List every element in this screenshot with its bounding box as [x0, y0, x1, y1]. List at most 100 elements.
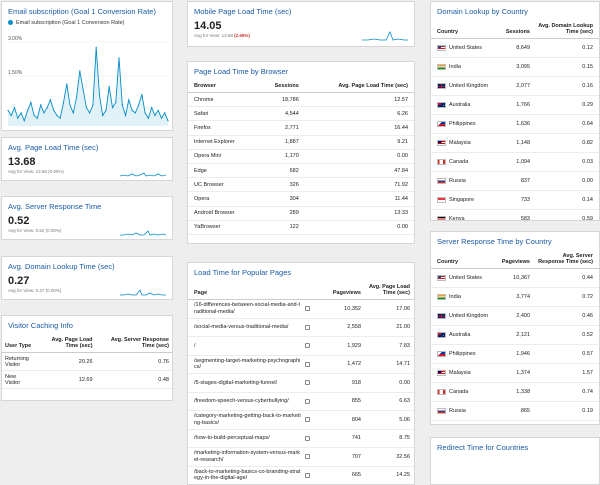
- browser-cell[interactable]: UC Browser: [188, 177, 259, 193]
- data-point-13: [49, 99, 52, 101]
- browser-cell[interactable]: Android Browser: [188, 206, 259, 221]
- email-subscription-title[interactable]: Email subscription (Goal 1 Conversion Ra…: [8, 7, 156, 16]
- column-header[interactable]: Pageviews: [314, 281, 364, 300]
- user-type-cell: Returning Visitor: [2, 352, 35, 371]
- page-link[interactable]: /category-marketing-getting-back-to-mark…: [194, 413, 301, 426]
- data-point-37: [128, 99, 130, 101]
- country-name[interactable]: Malaysia: [449, 369, 471, 376]
- country-name[interactable]: United States: [449, 274, 483, 281]
- column-header[interactable]: User Type: [2, 334, 35, 353]
- column-header[interactable]: Browser: [188, 80, 259, 93]
- mobile-load-widget: Mobile Page Load Time (sec) 14.05 Avg fo…: [187, 1, 415, 47]
- open-page-icon[interactable]: [305, 361, 310, 367]
- page-link[interactable]: /how-to-build-perceptual-maps/: [194, 435, 270, 441]
- column-header[interactable]: Avg. Server Response Time (sec): [533, 250, 599, 269]
- open-page-icon[interactable]: [305, 435, 310, 441]
- page-link[interactable]: /back-to-marketing-basics-co-branding-st…: [194, 468, 301, 482]
- country-name[interactable]: Russia: [449, 177, 466, 184]
- country-name[interactable]: India: [449, 63, 461, 70]
- country-name[interactable]: India: [449, 293, 461, 300]
- country-name[interactable]: Philippines: [449, 120, 476, 127]
- open-page-icon[interactable]: [305, 324, 310, 330]
- page-link[interactable]: /segmenting-target-marketing-psychograph…: [194, 357, 301, 371]
- column-header[interactable]: Avg. Server Response Time (sec): [95, 334, 172, 353]
- avg-server-response-title[interactable]: Avg. Server Response Time: [8, 202, 102, 211]
- page-link[interactable]: /: [194, 342, 196, 349]
- country-name[interactable]: Australia: [449, 101, 471, 108]
- pageviews-cell: 1,929: [314, 336, 364, 356]
- browser-cell[interactable]: Chrome: [188, 92, 259, 108]
- open-page-icon[interactable]: [305, 380, 310, 385]
- redirect-widget: Redirect Time for Countries: [430, 437, 600, 485]
- column-header[interactable]: Pageviews: [493, 250, 533, 269]
- browser-cell[interactable]: Firefox: [188, 120, 259, 136]
- country-name[interactable]: Canada: [449, 158, 469, 165]
- open-page-icon[interactable]: [305, 306, 310, 311]
- column-header[interactable]: Avg. Page Load Time (sec): [301, 80, 414, 93]
- browser-cell[interactable]: Edge: [188, 163, 259, 179]
- country-name[interactable]: Russia: [449, 407, 466, 414]
- column-header[interactable]: Avg. Domain Lookup Time (sec): [533, 20, 599, 39]
- country-name[interactable]: Canada: [449, 388, 469, 395]
- column-header[interactable]: Sessions: [258, 80, 302, 93]
- browser-cell[interactable]: YaBrowser: [188, 220, 259, 235]
- table-row: /marketing-information-system-versus-mar…: [188, 447, 414, 467]
- column-header[interactable]: Avg. Page Load Time (sec): [364, 281, 414, 300]
- page-link[interactable]: /social-media-versus-traditional-media/: [194, 324, 289, 330]
- column-header[interactable]: Avg. Page Load Time (sec): [35, 334, 96, 353]
- data-point-28: [98, 93, 100, 96]
- data-point-42: [144, 112, 146, 114]
- data-point-7: [30, 101, 32, 103]
- sessions-cell: 326: [258, 177, 302, 193]
- country-name[interactable]: United Kingdom: [449, 312, 489, 319]
- avg-page-load-title[interactable]: Avg. Page Load Time (sec): [8, 143, 99, 152]
- country-cell: United Kingdom: [431, 306, 493, 326]
- server-country-table: Country Pageviews Avg. Server Response T…: [431, 250, 599, 424]
- browser-title[interactable]: Page Load Time by Browser: [194, 67, 289, 76]
- open-page-icon[interactable]: [305, 472, 310, 478]
- page-link[interactable]: /5-stages-digital-marketing-funnel/: [194, 379, 278, 386]
- column-header[interactable]: Country: [431, 250, 493, 269]
- server-response-cell: 0.76: [95, 352, 172, 371]
- count-cell: 1,374: [493, 363, 533, 383]
- avg-page-load-value: 13.68: [8, 156, 36, 168]
- column-header[interactable]: Country: [431, 20, 493, 39]
- data-point-49: [167, 120, 169, 122]
- country-name[interactable]: Philippines: [449, 350, 476, 357]
- avg-domain-lookup-title[interactable]: Avg. Domain Lookup Time (sec): [8, 262, 115, 271]
- page-link[interactable]: /marketing-information-system-versus-mar…: [194, 450, 301, 463]
- server-country-title[interactable]: Server Response Time by Country: [437, 237, 552, 246]
- country-name[interactable]: Australia: [449, 331, 471, 338]
- country-name[interactable]: United States: [449, 44, 483, 51]
- data-point-20: [72, 112, 74, 114]
- time-cell: 1.57: [533, 363, 599, 383]
- open-page-icon[interactable]: [305, 454, 310, 459]
- data-point-26: [92, 104, 94, 106]
- browser-cell[interactable]: Safari: [188, 106, 259, 122]
- open-page-icon[interactable]: [305, 343, 310, 348]
- country-name[interactable]: Malaysia: [449, 139, 471, 146]
- column-header[interactable]: Page: [188, 281, 314, 300]
- open-page-icon[interactable]: [305, 417, 310, 422]
- country-name[interactable]: Singapore: [449, 196, 475, 203]
- column-header[interactable]: Sessions: [493, 20, 533, 39]
- data-point-6: [27, 109, 29, 111]
- page-cell: /how-to-build-perceptual-maps/: [188, 429, 314, 448]
- page-link[interactable]: /freedom-speech-versus-cyberbullying/: [194, 398, 289, 404]
- browser-cell[interactable]: Opera: [188, 191, 259, 207]
- visitor-caching-title[interactable]: Visitor Caching Info: [8, 321, 73, 330]
- country-name[interactable]: United Kingdom: [449, 82, 489, 89]
- browser-cell[interactable]: Opera Mini: [188, 149, 259, 164]
- us-flag-icon: [437, 45, 446, 51]
- domain-country-title[interactable]: Domain Lookup by Country: [437, 7, 528, 16]
- page-link[interactable]: /16-differences-between-social-media-and…: [194, 302, 300, 315]
- open-page-icon[interactable]: [305, 398, 310, 404]
- redirect-title[interactable]: Redirect Time for Countries: [437, 443, 529, 452]
- data-point-39: [134, 112, 136, 114]
- load-time-cell: 14.25: [364, 466, 414, 484]
- table-row: Firefox 2,771 16.44: [188, 120, 414, 136]
- popular-pages-title[interactable]: Load Time for Popular Pages: [194, 268, 292, 277]
- country-name[interactable]: Kenya: [449, 215, 465, 221]
- browser-cell[interactable]: Internet Explorer: [188, 135, 259, 150]
- mobile-load-title[interactable]: Mobile Page Load Time (sec): [194, 7, 292, 16]
